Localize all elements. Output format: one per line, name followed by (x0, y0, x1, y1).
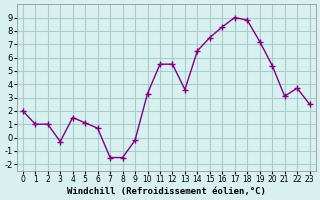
X-axis label: Windchill (Refroidissement éolien,°C): Windchill (Refroidissement éolien,°C) (67, 187, 266, 196)
